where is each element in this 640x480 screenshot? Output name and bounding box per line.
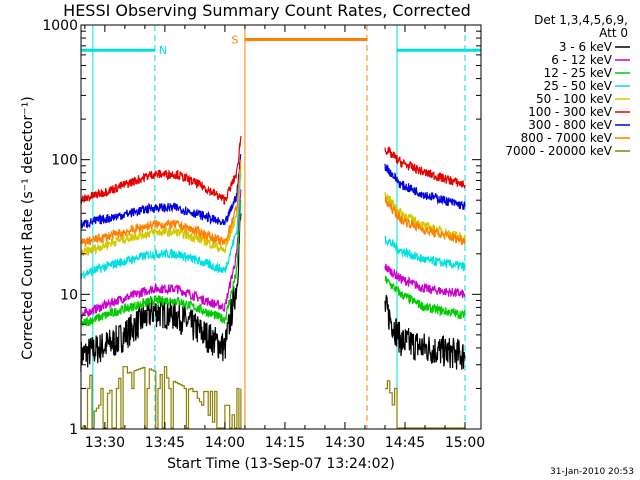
axes: 13:30 13:45 14:00 14:15 14:30 14:45 15:00 1 10 10… bbox=[42, 18, 485, 451]
x-tick-label: 13:30 bbox=[85, 435, 125, 451]
series-line-0 bbox=[384, 294, 466, 370]
legend-header-line-2: Att 0 bbox=[599, 26, 628, 40]
y-tick-label: 1000 bbox=[42, 18, 78, 34]
x-tick-label: 13:45 bbox=[145, 435, 185, 451]
series-line-4 bbox=[80, 165, 242, 257]
plot-frame bbox=[80, 24, 482, 430]
series-line-3 bbox=[80, 172, 242, 280]
legend-label: 800 - 7000 keV bbox=[521, 131, 613, 145]
series-line-8 bbox=[385, 380, 465, 429]
y-tick-label: 100 bbox=[51, 153, 78, 169]
x-tick-label: 14:45 bbox=[385, 435, 425, 451]
legend-label: 50 - 100 keV bbox=[536, 92, 613, 106]
interval-label-night: N bbox=[159, 44, 167, 57]
y-axis-label: Corrected Count Rate (s⁻¹ detector⁻¹) bbox=[20, 96, 36, 359]
legend-label: 6 - 12 keV bbox=[551, 53, 613, 67]
timestamp: 31-Jan-2010 20:53 bbox=[550, 467, 634, 477]
legend-label: 300 - 800 keV bbox=[528, 118, 612, 132]
legend-label: 100 - 300 keV bbox=[528, 105, 612, 119]
x-tick-label: 14:30 bbox=[325, 435, 365, 451]
series-line-3 bbox=[384, 236, 466, 272]
series-line-2 bbox=[80, 200, 242, 327]
series-line-7 bbox=[80, 159, 242, 248]
x-axis-label: Start Time (13-Sep-07 13:24:02) bbox=[167, 456, 395, 472]
series-line-5 bbox=[80, 135, 242, 205]
legend-header-line-1: Det 1,3,4,5,6,9, bbox=[534, 13, 628, 27]
y-tick-label: 1 bbox=[69, 422, 78, 438]
interval-label-saa: S bbox=[231, 34, 238, 47]
series-line-6 bbox=[384, 163, 466, 211]
series-line-6 bbox=[80, 153, 242, 229]
legend-label: 12 - 25 keV bbox=[544, 66, 613, 80]
chart-title: HESSI Observing Summary Count Rates, Cor… bbox=[63, 1, 471, 20]
series-line-1 bbox=[80, 189, 242, 320]
series-line-7 bbox=[384, 196, 466, 246]
series-line-2 bbox=[384, 275, 466, 320]
series-line-0 bbox=[80, 213, 242, 372]
x-tick-label: 14:00 bbox=[205, 435, 245, 451]
legend-label: 7000 - 20000 keV bbox=[505, 144, 612, 158]
y-tick-label: 10 bbox=[60, 287, 78, 303]
legend-label: 25 - 50 keV bbox=[544, 79, 613, 93]
series-line-5 bbox=[384, 146, 466, 189]
x-tick-label: 15:00 bbox=[445, 435, 485, 451]
series-line-8 bbox=[80, 366, 242, 429]
series-line-1 bbox=[384, 263, 466, 299]
plot-area: NS bbox=[80, 25, 481, 429]
x-tick-label: 14:15 bbox=[265, 435, 305, 451]
legend-label: 3 - 6 keV bbox=[559, 40, 613, 54]
